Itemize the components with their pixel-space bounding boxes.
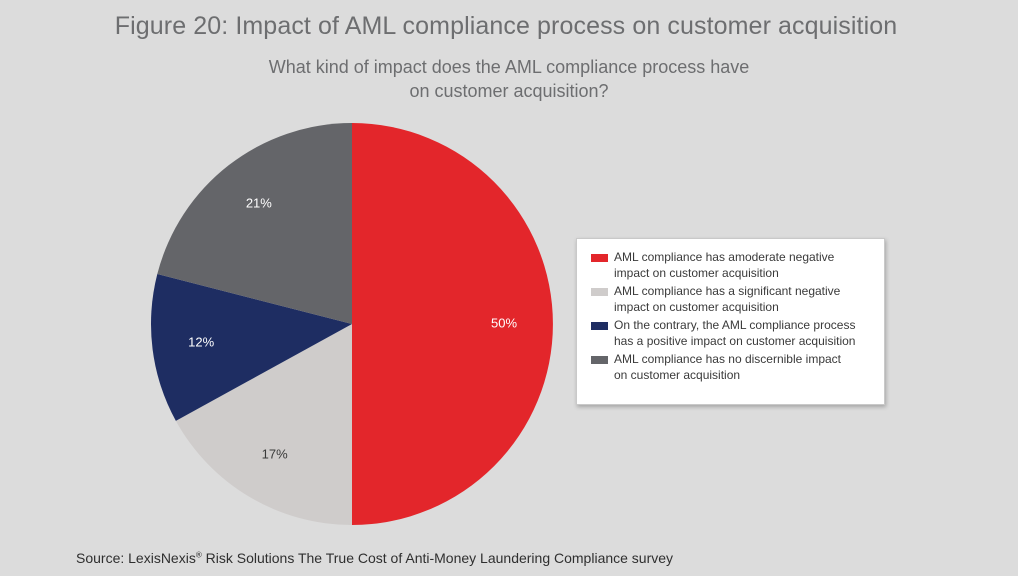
subtitle-line-1: What kind of impact does the AML complia… — [268, 57, 750, 77]
legend-swatch — [591, 322, 608, 330]
source-prefix: Source: LexisNexis — [76, 550, 196, 566]
legend-label-line-2: has a positive impact on customer acquis… — [614, 334, 856, 348]
legend-swatch — [591, 288, 608, 296]
legend-label-line-1: AML compliance has a significant negativ… — [614, 284, 841, 298]
legend-label-line-1: AML compliance has no discernible impact — [614, 352, 841, 366]
legend: AML compliance has amoderate negative im… — [576, 238, 885, 405]
pie-slice-12pct — [150, 274, 352, 421]
pie-data-label: 12% — [188, 334, 214, 349]
chart-title: Figure 20: Impact of AML compliance proc… — [114, 12, 898, 40]
pie-slice-17pct — [175, 324, 352, 525]
legend-label: AML compliance has a significant negativ… — [614, 283, 840, 315]
subtitle-line-2: on customer acquisition? — [409, 81, 609, 101]
pie-slice-21pct — [157, 123, 352, 324]
registered-mark: ® — [195, 550, 202, 560]
pie-data-label: 50% — [491, 315, 517, 330]
legend-item: AML compliance has no discernible impact… — [591, 351, 878, 383]
pie-data-label: 17% — [262, 446, 288, 461]
legend-item: On the contrary, the AML compliance proc… — [591, 317, 878, 349]
source-note: Source: LexisNexis® Risk Solutions The T… — [76, 550, 673, 566]
legend-label-line-2: impact on customer acquisition — [614, 266, 779, 280]
pie-data-label: 21% — [246, 195, 272, 210]
legend-label: AML compliance has no discernible impact… — [614, 351, 841, 383]
legend-swatch — [591, 356, 608, 364]
legend-label-line-2: on customer acquisition — [614, 368, 741, 382]
source-suffix: Risk Solutions The True Cost of Anti-Mon… — [201, 550, 674, 566]
legend-label: On the contrary, the AML compliance proc… — [614, 317, 855, 349]
pie-slice-50pct — [352, 123, 553, 525]
legend-swatch — [591, 254, 608, 262]
legend-item: AML compliance has a significant negativ… — [591, 283, 878, 315]
chart-subtitle: What kind of impact does the AML complia… — [0, 55, 1018, 103]
legend-item: AML compliance has amoderate negative im… — [591, 249, 878, 281]
legend-label-line-2: impact on customer acquisition — [614, 300, 779, 314]
legend-label-line-1: On the contrary, the AML compliance proc… — [614, 318, 856, 332]
legend-label-line-1: AML compliance has amoderate negative — [614, 250, 835, 264]
legend-label: AML compliance has amoderate negative im… — [614, 249, 834, 281]
